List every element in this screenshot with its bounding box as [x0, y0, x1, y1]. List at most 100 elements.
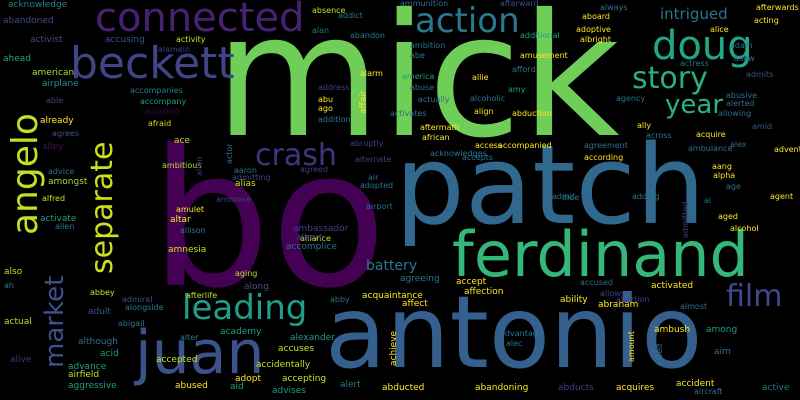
- word-alcoholic: ally: [637, 121, 652, 130]
- word-agree: addict: [338, 11, 363, 20]
- word-american: american: [32, 68, 75, 78]
- word-accompanies: accompanies: [130, 86, 183, 95]
- word-acknowledges: according: [584, 153, 624, 162]
- word-alive: alive: [10, 355, 32, 365]
- word-alan: additional: [520, 31, 560, 40]
- word-alamein: alamein: [158, 45, 191, 54]
- word-ace: ace: [174, 136, 191, 146]
- word-among: among: [706, 325, 738, 335]
- word-accuses: accuses: [278, 344, 315, 354]
- word-action: action: [415, 1, 520, 41]
- word-amy: abuse: [410, 83, 435, 92]
- word-ahead: ahead: [3, 54, 31, 64]
- word-aang: air: [368, 173, 379, 182]
- word-abortion: abortion: [616, 295, 650, 304]
- word-ambition: allie: [472, 73, 489, 82]
- word-amount: amount: [627, 331, 636, 362]
- word-alias: alias: [235, 179, 256, 189]
- word-ago: african: [422, 133, 450, 142]
- word-along: along: [244, 282, 269, 292]
- word-abuse: allow: [734, 54, 755, 63]
- word-alert: alert: [340, 380, 361, 390]
- word-alongside: alongside: [125, 303, 164, 312]
- word-abigail: abigail: [118, 319, 145, 328]
- word-accusing: accusing: [105, 35, 145, 45]
- word-advantage: advantage: [500, 329, 543, 338]
- word-aided: aided: [655, 343, 664, 366]
- word-film: film: [726, 279, 783, 314]
- word-allie: america: [402, 72, 435, 81]
- word-affect: affect: [402, 299, 428, 309]
- word-aaron: aaron: [234, 166, 257, 175]
- word-adopt: adopt: [235, 374, 261, 384]
- word-advance: advance: [68, 362, 107, 372]
- word-accompany: accompany: [140, 97, 187, 106]
- word-according: aang: [712, 162, 732, 171]
- word-agreeing: agreeing: [400, 274, 440, 284]
- word-ambitious: ambitious: [162, 161, 202, 170]
- word-activity: activity: [176, 35, 206, 44]
- word-ability: ability: [560, 295, 588, 305]
- word-activist: activist: [30, 35, 63, 45]
- word-airplane: airplane: [42, 79, 79, 89]
- word-acid: acid: [100, 349, 119, 359]
- word-afterlife: afterlife: [186, 291, 218, 300]
- word-doug: doug: [652, 23, 753, 69]
- word-adoptive: alice: [710, 25, 729, 34]
- word-acquire: acknowledges: [430, 149, 487, 158]
- word-allows: allows: [600, 289, 625, 298]
- word-angelo: angelo: [5, 113, 46, 235]
- word-abbey: abbey: [90, 288, 115, 297]
- word-ambrose: albert: [296, 233, 323, 243]
- word-battery: battery: [366, 258, 418, 274]
- word-advice: advice: [48, 167, 75, 176]
- word-connected: connected: [95, 0, 305, 41]
- word-absence: ammunition: [400, 0, 449, 8]
- word-alone: alan: [312, 26, 330, 35]
- word-america: afterwards: [756, 3, 799, 12]
- word-across: abruptly: [350, 139, 384, 148]
- word-african: affair: [359, 90, 369, 114]
- word-allison: allison: [180, 226, 206, 235]
- word-amid: addition: [318, 115, 351, 124]
- word-admits: amid: [752, 122, 772, 131]
- word-abu: aftermath: [420, 123, 460, 132]
- word-ammunition: albright: [580, 35, 611, 44]
- word-market: market: [40, 275, 70, 368]
- word-ah: ah: [4, 281, 14, 290]
- word-abusive: address: [318, 83, 350, 92]
- word-year: year: [665, 90, 724, 120]
- word-aircraft: aircraft: [694, 387, 723, 396]
- word-abe: amy: [508, 85, 526, 94]
- word-abandoned: abandoned: [3, 16, 54, 26]
- word-advises: advises: [272, 386, 306, 396]
- word-albright: acting: [754, 16, 779, 25]
- word-adam: abusive: [726, 91, 758, 100]
- word-amusement: actress: [680, 59, 709, 68]
- word-acting: afford: [512, 65, 536, 74]
- word-allen: allen: [55, 222, 75, 231]
- word-accepting: accepting: [282, 374, 327, 384]
- word-beckett: beckett: [70, 38, 235, 89]
- word-age: admit: [552, 192, 576, 201]
- word-admit: al: [704, 196, 712, 205]
- word-patch: patch: [395, 121, 706, 249]
- word-afterward: aboard: [582, 12, 611, 21]
- word-actual: actual: [4, 317, 32, 327]
- word-although: although: [78, 337, 118, 347]
- word-aim: aim: [714, 347, 731, 357]
- word-alex: access: [475, 141, 502, 150]
- word-accident: accident: [676, 379, 715, 389]
- word-align: across: [646, 131, 672, 140]
- word-leading: leading: [182, 288, 308, 328]
- word-abduction: acquire: [696, 130, 726, 139]
- word-accused: accused: [580, 278, 613, 287]
- word-afraid: afraid: [148, 119, 172, 128]
- word-bo: bo: [150, 109, 387, 330]
- word-accepts: age: [726, 182, 741, 191]
- word-accidentally: accidentally: [256, 360, 311, 370]
- word-adding: aged: [718, 212, 738, 221]
- word-accepted: accepted: [156, 355, 198, 365]
- word-agreed: aide: [562, 193, 580, 202]
